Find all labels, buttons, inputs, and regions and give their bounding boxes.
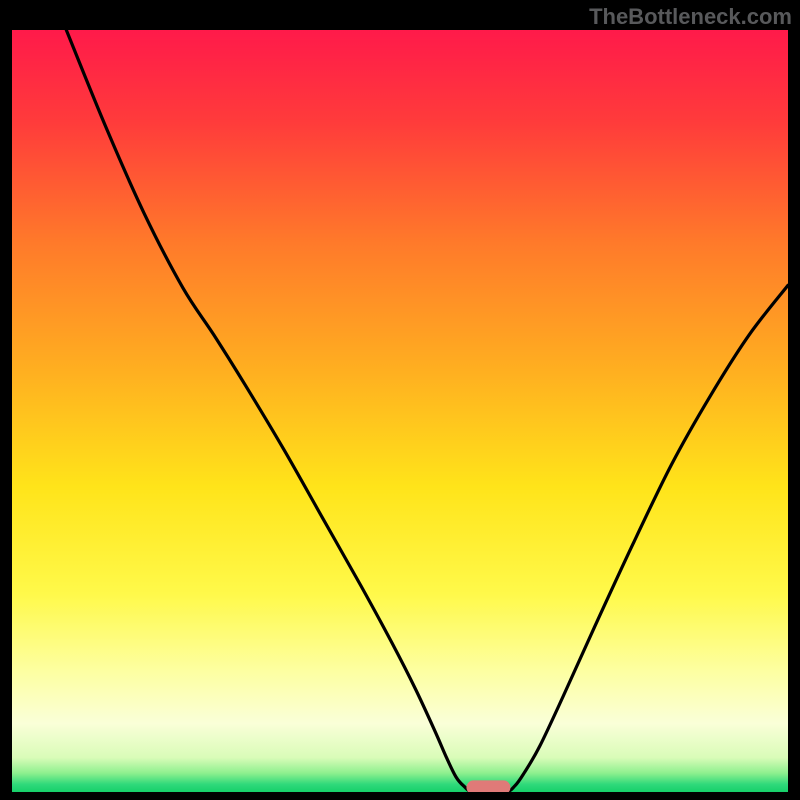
watermark-text: TheBottleneck.com bbox=[589, 4, 792, 30]
chart-svg bbox=[12, 30, 788, 792]
plot-area bbox=[12, 30, 788, 792]
chart-container: TheBottleneck.com bbox=[0, 0, 800, 800]
optimal-marker bbox=[466, 780, 510, 792]
gradient-background bbox=[12, 30, 788, 792]
